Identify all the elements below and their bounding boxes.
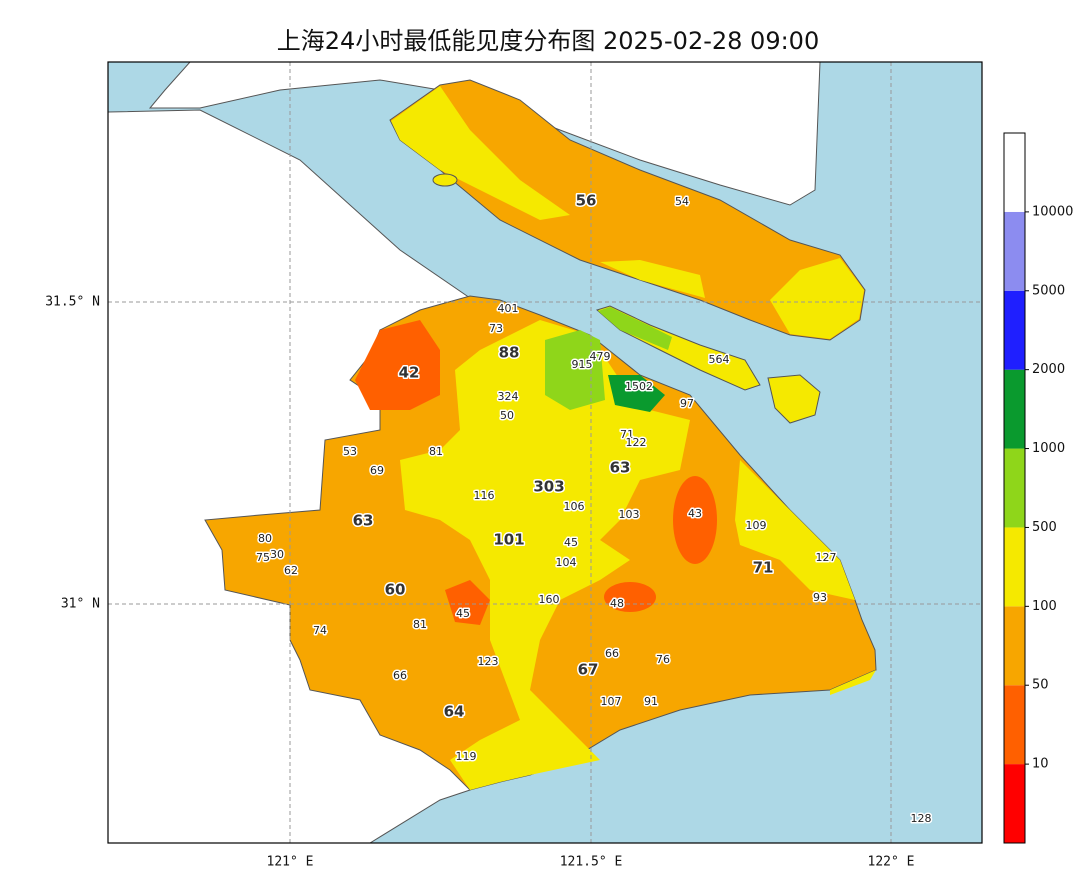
station-value: 62	[284, 564, 298, 577]
lon-label: 122° E	[868, 855, 915, 870]
lat-label: 31.5° N	[45, 295, 100, 310]
zone-yellow	[770, 258, 864, 339]
station-value: 915	[572, 358, 593, 371]
zone-yellow	[830, 670, 876, 695]
station-value: 53	[343, 445, 357, 458]
colorbar-segment	[1004, 764, 1025, 843]
zone-red	[445, 580, 490, 625]
map-area	[107, 61, 983, 844]
station-value: 107	[601, 695, 622, 708]
station-value: 93	[813, 591, 827, 604]
station-value: 119	[456, 750, 477, 763]
colorbar-label: 10	[1032, 757, 1049, 772]
station-value: 128	[911, 812, 932, 825]
colorbar-label: 100	[1032, 599, 1057, 614]
station-value: 127	[816, 551, 837, 564]
station-value: 50	[500, 409, 514, 422]
station-value: 81	[413, 618, 427, 631]
colorbar-label: 50	[1032, 678, 1049, 693]
station-value: 45	[456, 607, 470, 620]
zone-dark-green	[608, 375, 665, 412]
station-value: 66	[605, 647, 619, 660]
station-value-major: 64	[444, 703, 465, 721]
station-value: 1502	[625, 380, 653, 393]
zone-red	[673, 476, 717, 564]
station-value: 69	[370, 464, 384, 477]
station-value: 122	[626, 436, 647, 449]
station-value: 479	[590, 350, 611, 363]
station-value: 71	[620, 428, 634, 441]
lat-label: 31° N	[61, 597, 100, 612]
station-value: 75	[256, 551, 270, 564]
station-value: 45	[564, 536, 578, 549]
station-value-major: 101	[493, 531, 524, 549]
zone-yellow	[400, 320, 690, 790]
station-value: 109	[746, 519, 767, 532]
station-value-major: 42	[399, 364, 420, 382]
station-value: 564	[709, 353, 730, 366]
station-value: 80	[258, 532, 272, 545]
colorbar-segment	[1004, 606, 1025, 686]
station-value: 66	[393, 669, 407, 682]
zone-yellow	[391, 86, 570, 220]
station-value: 74	[313, 624, 327, 637]
colorbar-segment	[1004, 448, 1025, 528]
station-value: 324	[498, 390, 519, 403]
colorbar-label: 1000	[1032, 441, 1065, 456]
station-value: 91	[644, 695, 658, 708]
station-value: 123	[478, 655, 499, 668]
station-value-major: 56	[576, 192, 597, 210]
chongming-island	[389, 79, 866, 341]
station-value-major: 63	[353, 512, 374, 530]
colorbar-segment	[1004, 527, 1025, 607]
colorbar-label: 5000	[1032, 283, 1065, 298]
islet	[432, 173, 458, 187]
station-value: 54	[675, 195, 689, 208]
station-value: 48	[610, 597, 624, 610]
station-value-major: 71	[753, 559, 774, 577]
station-value: 104	[556, 556, 577, 569]
station-value: 81	[429, 445, 443, 458]
zone-green	[545, 330, 605, 410]
station-value: 97	[680, 397, 694, 410]
colorbar-segment	[1004, 290, 1025, 370]
zone-red	[355, 320, 440, 410]
colorbar-segment	[1004, 133, 1025, 212]
station-value: 43	[688, 507, 702, 520]
station-value: 160	[539, 593, 560, 606]
station-value-major: 303	[533, 478, 564, 496]
colorbar-segment	[1004, 685, 1025, 765]
colorbar-label: 500	[1032, 520, 1057, 535]
frame	[107, 61, 983, 844]
lon-label: 121.5° E	[560, 855, 623, 870]
zone-green	[598, 307, 672, 350]
colorbar-segment	[1004, 369, 1025, 449]
station-value-major: 60	[385, 581, 406, 599]
station-value: 73	[489, 322, 503, 335]
colorbar-label: 10000	[1032, 204, 1073, 219]
lon-label: 121° E	[267, 855, 314, 870]
colorbar-frame	[1003, 132, 1026, 844]
station-value-major: 63	[610, 459, 631, 477]
station-value: 401	[498, 302, 519, 315]
station-value: 30	[270, 548, 284, 561]
station-value-major: 88	[499, 344, 520, 362]
station-value: 76	[656, 653, 670, 666]
colorbar-label: 2000	[1032, 362, 1065, 377]
colorbar-segment	[1004, 211, 1025, 291]
hengsha-island	[767, 374, 821, 424]
station-value: 106	[564, 500, 585, 513]
colorbar: 10 50 100 500 1000 2000 5000 10000	[1003, 132, 1073, 844]
zone-yellow	[735, 460, 855, 600]
station-value-major: 67	[578, 661, 599, 679]
title: 上海24小时最低能见度分布图 2025-02-28 09:00	[277, 27, 819, 55]
zone-yellow	[600, 260, 705, 298]
station-value: 116	[474, 489, 495, 502]
station-value: 103	[619, 508, 640, 521]
